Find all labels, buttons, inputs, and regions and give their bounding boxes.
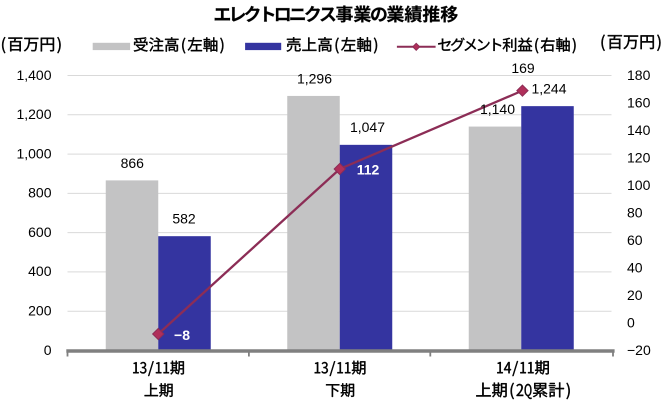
svg-text:1,140: 1,140 — [480, 101, 515, 117]
svg-text:120: 120 — [627, 149, 651, 165]
svg-text:20: 20 — [627, 287, 643, 303]
svg-text:180: 180 — [627, 67, 651, 83]
svg-text:60: 60 — [627, 232, 643, 248]
svg-text:0: 0 — [627, 314, 635, 330]
svg-text:582: 582 — [172, 211, 196, 227]
svg-text:400: 400 — [28, 263, 52, 279]
svg-text:0: 0 — [44, 342, 52, 358]
svg-text:1,296: 1,296 — [297, 70, 332, 86]
svg-text:600: 600 — [28, 224, 52, 240]
svg-text:1,244: 1,244 — [531, 81, 566, 97]
svg-text:140: 140 — [627, 122, 651, 138]
svg-text:100: 100 — [627, 177, 651, 193]
svg-text:40: 40 — [627, 259, 643, 275]
svg-text:−8: −8 — [174, 327, 190, 343]
svg-text:1,200: 1,200 — [16, 106, 51, 122]
svg-text:112: 112 — [357, 162, 380, 178]
svg-text:800: 800 — [28, 185, 52, 201]
svg-text:80: 80 — [627, 204, 643, 220]
svg-text:160: 160 — [627, 94, 651, 110]
svg-text:1,400: 1,400 — [16, 67, 51, 83]
svg-text:866: 866 — [121, 155, 145, 171]
svg-text:1,047: 1,047 — [350, 119, 385, 135]
svg-text:−20: −20 — [627, 342, 651, 358]
svg-text:200: 200 — [28, 303, 52, 319]
svg-text:169: 169 — [511, 60, 535, 76]
svg-text:1,000: 1,000 — [16, 145, 51, 161]
